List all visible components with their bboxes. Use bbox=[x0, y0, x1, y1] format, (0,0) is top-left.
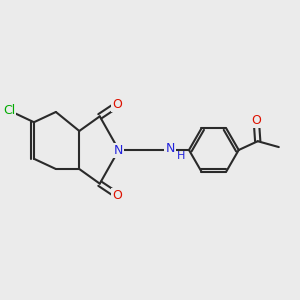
Text: H: H bbox=[177, 152, 185, 161]
Text: O: O bbox=[112, 98, 122, 111]
Text: O: O bbox=[251, 114, 261, 127]
Text: N: N bbox=[114, 143, 124, 157]
Text: N: N bbox=[165, 142, 175, 155]
Text: O: O bbox=[112, 189, 122, 202]
Text: Cl: Cl bbox=[3, 104, 15, 117]
